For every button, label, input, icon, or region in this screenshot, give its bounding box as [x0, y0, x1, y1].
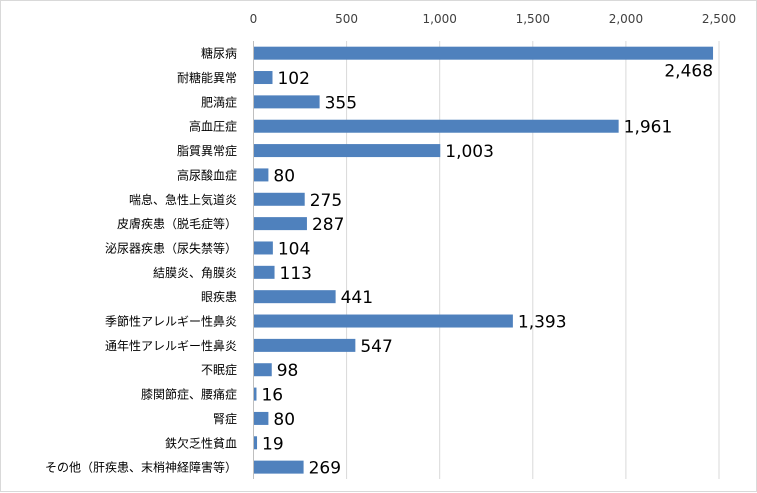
category-label: 高血圧症 [189, 119, 237, 134]
data-label: 547 [360, 337, 392, 357]
data-label: 441 [341, 288, 373, 308]
bar [253, 192, 305, 206]
data-label: 16 [261, 386, 283, 406]
category-label: 鉄欠乏性貧血 [165, 435, 237, 450]
bar [253, 71, 273, 85]
data-label: 80 [273, 166, 295, 186]
x-tick-label: 500 [335, 12, 358, 26]
bars [253, 46, 714, 474]
category-labels: 糖尿病耐糖能異常肥満症高血圧症脂質異常症高尿酸血症喘息、急性上気道炎皮膚疾患（脱… [45, 46, 237, 475]
bar [253, 46, 714, 60]
category-label: 眼疾患 [201, 289, 237, 304]
bar [253, 265, 275, 279]
data-label: 104 [278, 239, 310, 259]
bar [253, 217, 307, 231]
bar [253, 436, 258, 450]
x-tick-label: 2,500 [702, 12, 736, 26]
category-label: 結膜炎、角膜炎 [153, 266, 237, 280]
category-label: 通年性アレルギー性鼻炎 [105, 338, 237, 353]
category-label: 高尿酸血症 [177, 167, 237, 182]
data-label: 80 [273, 410, 295, 430]
bar [253, 144, 441, 158]
category-label: 耐糖能異常 [177, 70, 237, 85]
data-label: 98 [277, 361, 299, 381]
data-label: 2,468 [664, 62, 713, 82]
data-label: 113 [280, 264, 312, 284]
category-label: 喘息、急性上気道炎 [129, 192, 237, 207]
data-label: 1,393 [518, 313, 567, 333]
category-label: 膝関節症、腰痛症 [141, 387, 237, 402]
gridlines [346, 41, 720, 479]
bar [253, 95, 320, 109]
category-label: 皮膚疾患（脱毛症等） [117, 216, 237, 231]
data-label: 19 [262, 434, 284, 454]
bar [253, 338, 356, 352]
value-axis-ticks: 0 500 1,000 1,500 2,000 2,500 [250, 12, 737, 26]
bar [253, 119, 619, 133]
data-label: 102 [277, 69, 309, 89]
x-tick-label: 0 [250, 12, 258, 26]
category-label: 季節性アレルギー性鼻炎 [105, 314, 237, 329]
bar [253, 460, 304, 474]
data-label: 287 [312, 215, 344, 235]
category-label: 泌尿器疾患（尿失禁等） [105, 240, 237, 255]
x-tick-label: 2,000 [609, 12, 643, 26]
category-label: 糖尿病 [201, 46, 237, 61]
bar [253, 411, 269, 425]
category-label: その他（肝疾患、末梢神経障害等） [45, 460, 237, 475]
bar [253, 241, 273, 255]
data-label: 269 [309, 459, 341, 479]
bar [253, 314, 513, 328]
bar [253, 290, 336, 304]
x-tick-label: 1,000 [423, 12, 457, 26]
bar [253, 363, 272, 377]
x-tick-label: 1,500 [516, 12, 550, 26]
category-label: 肥満症 [201, 94, 237, 109]
data-label: 275 [310, 191, 342, 211]
data-label: 1,961 [624, 118, 673, 138]
bar [253, 168, 269, 182]
data-label: 355 [325, 93, 357, 113]
category-label: 腎症 [213, 411, 237, 426]
category-label: 不眠症 [201, 362, 237, 377]
data-label: 1,003 [445, 142, 494, 162]
category-label: 脂質異常症 [177, 143, 237, 158]
bar [253, 387, 257, 401]
